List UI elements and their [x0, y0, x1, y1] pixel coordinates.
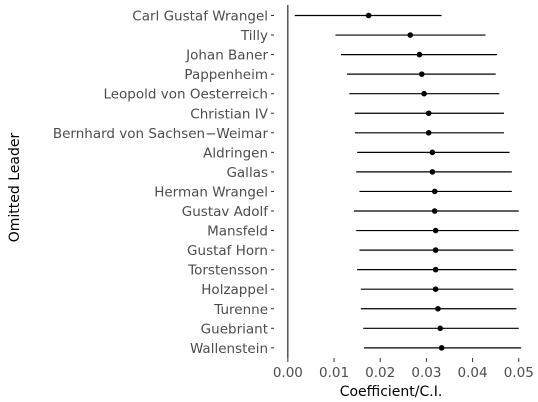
estimate-points: [365, 12, 445, 351]
category-label: Bernhard von Sachsen−Weimar: [53, 126, 269, 142]
estimate-point: [429, 169, 436, 175]
estimate-point: [429, 149, 436, 156]
x-axis: 0.00 0.01 0.02 0.03 0.04 0.05: [273, 358, 534, 381]
x-axis-title: Coefficient/C.I.: [340, 384, 443, 400]
category-labels: Carl Gustaf Wrangel Tilly Johan Baner Pappe…: [53, 9, 274, 357]
estimate-point: [432, 227, 439, 234]
estimate-point: [425, 110, 432, 117]
estimate-point: [435, 305, 441, 312]
category-label: Aldringen: [203, 145, 268, 161]
category-label: Mansfeld: [207, 224, 268, 240]
category-label: Leopold von Oesterreich: [103, 87, 268, 103]
x-tick-label: 0.05: [504, 365, 534, 381]
category-label: Carl Gustaf Wrangel: [132, 9, 268, 25]
estimate-point: [431, 208, 438, 214]
category-label: Wallenstein: [190, 341, 268, 357]
estimate-point: [431, 188, 438, 195]
category-label: Tilly: [240, 28, 268, 44]
x-tick-label: 0.04: [458, 365, 488, 381]
estimate-point: [418, 71, 425, 77]
estimate-point: [432, 286, 439, 293]
x-tick-label: 0.03: [411, 365, 441, 381]
estimate-point: [438, 345, 445, 351]
estimate-point: [425, 130, 432, 136]
estimate-point: [421, 90, 427, 97]
x-tick-label: 0.02: [365, 365, 395, 381]
estimate-point: [432, 247, 439, 253]
category-label: Guebriant: [201, 321, 268, 337]
category-label: Gallas: [226, 165, 268, 181]
category-label: Torstensson: [187, 263, 268, 279]
category-label: Christian IV: [190, 106, 268, 122]
confidence-intervals: [294, 14, 522, 349]
category-label: Gustaf Horn: [187, 243, 268, 259]
category-label: Herman Wrangel: [154, 184, 268, 200]
category-label: Holzappel: [201, 282, 268, 298]
category-label: Johan Baner: [185, 48, 268, 64]
x-tick-label: 0.00: [273, 365, 303, 381]
estimate-point: [407, 32, 414, 38]
estimate-point: [432, 266, 439, 273]
y-axis-title: Omitted Leader: [7, 133, 23, 243]
estimate-point: [416, 51, 423, 58]
category-label: Pappenheim: [184, 67, 268, 83]
x-tick-label: 0.01: [319, 365, 349, 381]
estimate-point: [365, 12, 372, 19]
category-label: Gustav Adolf: [182, 204, 269, 220]
estimate-point: [437, 325, 444, 332]
category-label: Turenne: [213, 302, 268, 318]
